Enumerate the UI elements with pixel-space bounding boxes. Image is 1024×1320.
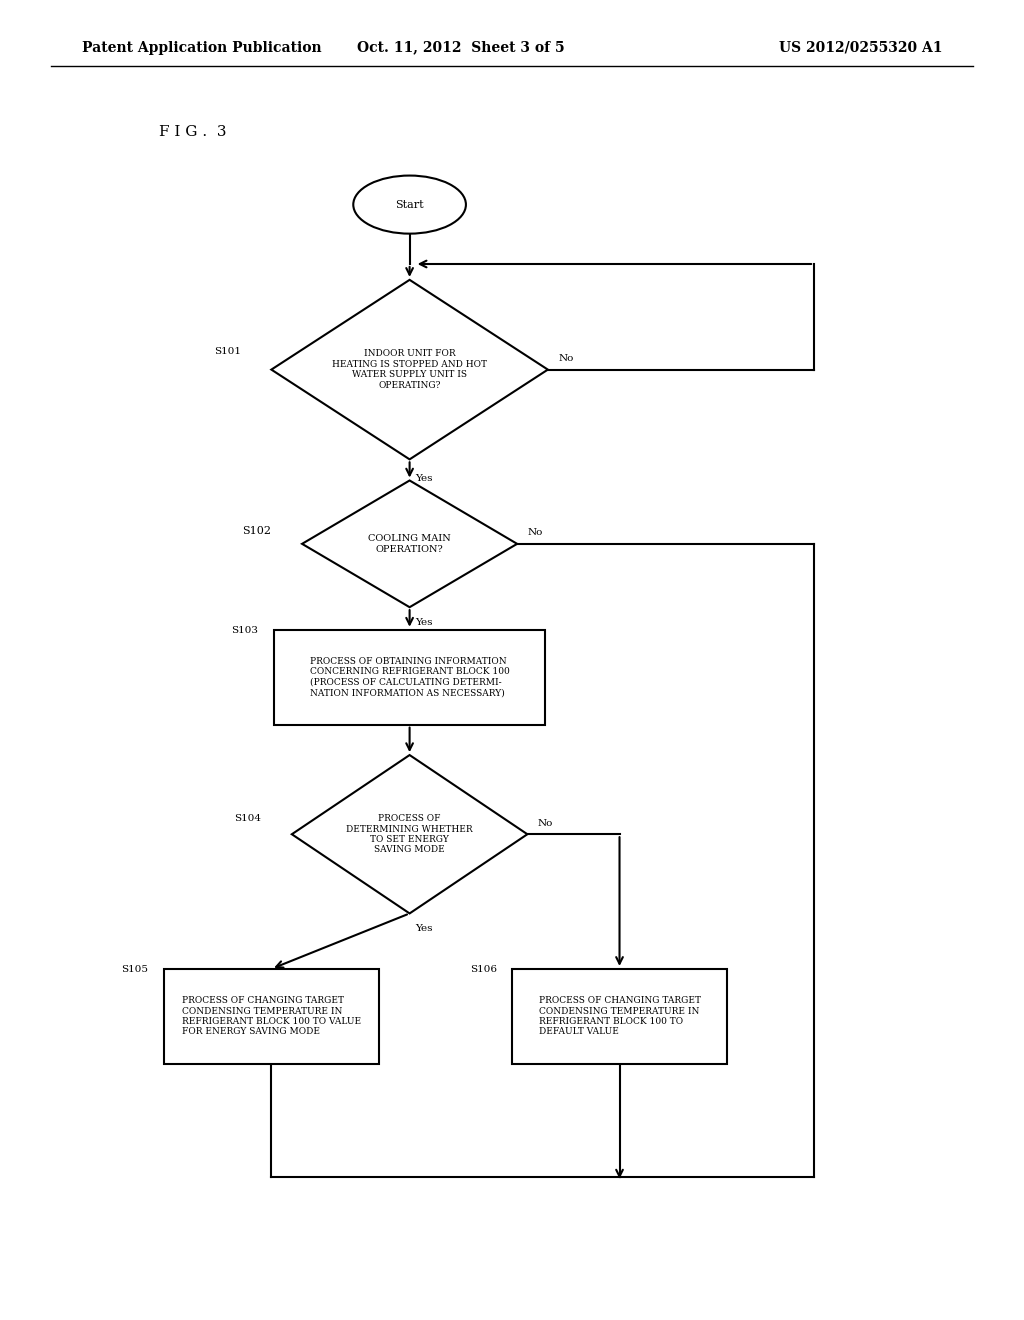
- Text: PROCESS OF CHANGING TARGET
CONDENSING TEMPERATURE IN
REFRIGERANT BLOCK 100 TO
DE: PROCESS OF CHANGING TARGET CONDENSING TE…: [539, 997, 700, 1036]
- Text: No: No: [527, 528, 543, 537]
- Text: US 2012/0255320 A1: US 2012/0255320 A1: [778, 41, 942, 54]
- Text: No: No: [538, 818, 553, 828]
- Text: S102: S102: [243, 527, 271, 536]
- Polygon shape: [292, 755, 527, 913]
- Text: Start: Start: [395, 199, 424, 210]
- Text: S103: S103: [231, 626, 258, 635]
- Text: S106: S106: [470, 965, 497, 974]
- Text: COOLING MAIN
OPERATION?: COOLING MAIN OPERATION?: [369, 535, 451, 553]
- Text: S101: S101: [214, 347, 241, 356]
- FancyBboxPatch shape: [164, 969, 379, 1064]
- Text: Yes: Yes: [415, 474, 432, 483]
- Text: F I G .  3: F I G . 3: [159, 125, 226, 139]
- FancyBboxPatch shape: [512, 969, 727, 1064]
- Text: PROCESS OF CHANGING TARGET
CONDENSING TEMPERATURE IN
REFRIGERANT BLOCK 100 TO VA: PROCESS OF CHANGING TARGET CONDENSING TE…: [182, 997, 360, 1036]
- Text: Patent Application Publication: Patent Application Publication: [82, 41, 322, 54]
- Text: INDOOR UNIT FOR
HEATING IS STOPPED AND HOT
WATER SUPPLY UNIT IS
OPERATING?: INDOOR UNIT FOR HEATING IS STOPPED AND H…: [332, 350, 487, 389]
- Text: PROCESS OF OBTAINING INFORMATION
CONCERNING REFRIGERANT BLOCK 100
(PROCESS OF CA: PROCESS OF OBTAINING INFORMATION CONCERN…: [309, 657, 510, 697]
- Polygon shape: [302, 480, 517, 607]
- Text: Oct. 11, 2012  Sheet 3 of 5: Oct. 11, 2012 Sheet 3 of 5: [357, 41, 564, 54]
- Text: PROCESS OF
DETERMINING WHETHER
TO SET ENERGY
SAVING MODE: PROCESS OF DETERMINING WHETHER TO SET EN…: [346, 814, 473, 854]
- Text: S104: S104: [234, 814, 261, 822]
- Text: No: No: [558, 354, 573, 363]
- FancyBboxPatch shape: [274, 630, 545, 725]
- Text: Yes: Yes: [415, 618, 432, 627]
- Text: S105: S105: [122, 965, 148, 974]
- Ellipse shape: [353, 176, 466, 234]
- Text: Yes: Yes: [415, 924, 432, 933]
- Polygon shape: [271, 280, 548, 459]
